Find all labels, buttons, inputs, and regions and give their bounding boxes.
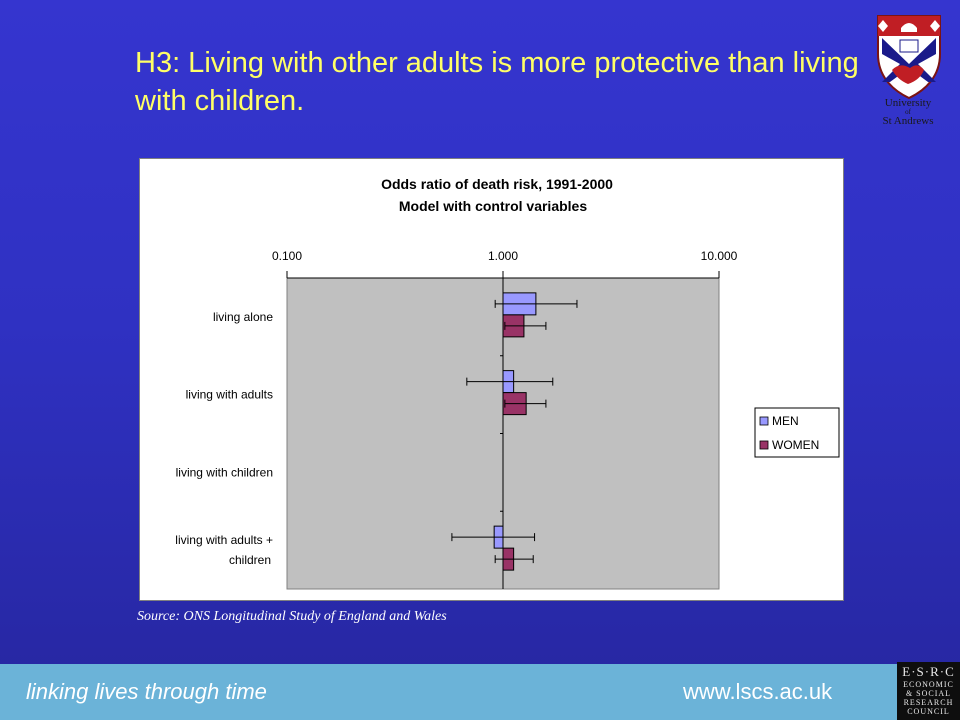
footer-bar bbox=[0, 664, 960, 720]
x-tick-label: 1.000 bbox=[488, 249, 518, 263]
esrc-line-1: ECONOMIC bbox=[903, 680, 954, 689]
category-label: living with adults bbox=[186, 388, 273, 402]
legend-label-women: WOMEN bbox=[772, 438, 819, 452]
source-note: Source: ONS Longitudinal Study of Englan… bbox=[137, 609, 447, 624]
x-tick-label: 0.100 bbox=[272, 249, 302, 263]
university-crest-icon bbox=[877, 15, 941, 100]
chart-container: Odds ratio of death risk, 1991-2000 Mode… bbox=[139, 158, 844, 601]
esrc-line-2: & SOCIAL bbox=[905, 689, 952, 698]
chart-title: Odds ratio of death risk, 1991-2000 bbox=[381, 176, 613, 192]
category-label: living alone bbox=[213, 310, 273, 324]
chart-legend: MEN WOMEN bbox=[754, 407, 840, 458]
esrc-logo: E·S·R·C ECONOMIC & SOCIAL RESEARCH COUNC… bbox=[897, 662, 960, 720]
slide-title: H3: Living with other adults is more pro… bbox=[135, 47, 859, 117]
odds-ratio-chart: Odds ratio of death risk, 1991-2000 Mode… bbox=[175, 176, 840, 590]
legend-label-men: MEN bbox=[772, 414, 799, 428]
legend-swatch-women bbox=[759, 440, 769, 450]
university-name-of: of bbox=[905, 108, 911, 116]
university-name: University of St Andrews bbox=[860, 98, 956, 127]
footer-tagline: linking lives through time bbox=[26, 679, 267, 704]
footer-url-link[interactable]: www.lscs.ac.uk bbox=[683, 679, 833, 704]
category-label: living with adults + children bbox=[175, 533, 273, 567]
category-label: living with children bbox=[176, 465, 273, 479]
x-tick-label: 10.000 bbox=[701, 249, 738, 263]
chart-marks: 0.100 1.000 10.000 living alone living with … bbox=[175, 249, 738, 589]
university-name-line1: University bbox=[884, 97, 932, 109]
esrc-acronym: E·S·R·C bbox=[902, 664, 955, 679]
legend-swatch-men bbox=[759, 416, 769, 426]
esrc-line-4: COUNCIL bbox=[907, 707, 950, 716]
legend-box bbox=[754, 407, 840, 458]
chart-subtitle: Model with control variables bbox=[399, 198, 587, 214]
esrc-line-3: RESEARCH bbox=[903, 698, 954, 707]
university-name-line2: St Andrews bbox=[882, 115, 934, 127]
